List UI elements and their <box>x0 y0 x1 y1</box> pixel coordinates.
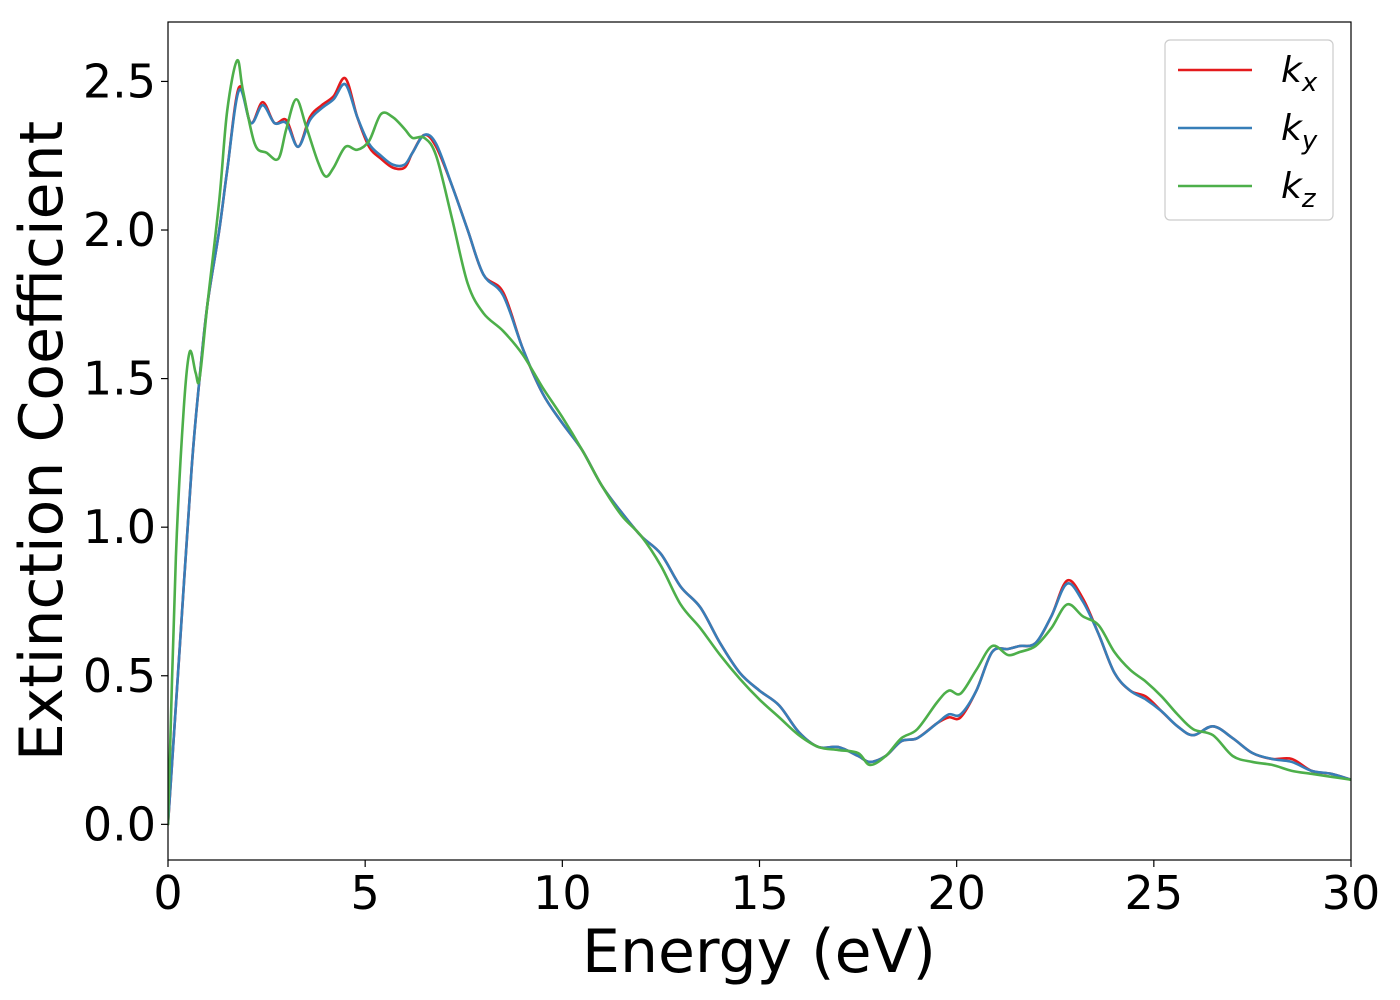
x-tick-label: 10 <box>533 866 592 920</box>
x-tick-label: 20 <box>927 866 986 920</box>
legend-label-x: kx <box>1281 50 1318 98</box>
x-tick-label: 25 <box>1125 866 1184 920</box>
x-tick-label: 30 <box>1322 866 1381 920</box>
x-tick-label: 5 <box>351 866 380 920</box>
y-axis: 0.0 0.5 1.0 1.5 2.0 2.5 <box>83 54 168 851</box>
y-tick-label: 1.5 <box>83 352 156 406</box>
legend-label-y: ky <box>1281 108 1318 156</box>
y-tick-label: 2.0 <box>83 203 156 257</box>
series-layer <box>168 59 1351 826</box>
y-tick-label: 0.5 <box>83 649 156 703</box>
x-tick-label: 0 <box>153 866 182 920</box>
series-line-z <box>168 59 1351 826</box>
x-tick-label: 15 <box>730 866 789 920</box>
x-axis-title: Energy (eV) <box>582 917 936 987</box>
y-tick-label: 1.0 <box>83 500 156 554</box>
legend-box <box>1164 39 1334 221</box>
x-axis: 0 5 10 15 20 25 30 <box>153 860 1380 920</box>
y-tick-label: 0.0 <box>83 797 156 851</box>
y-axis-title: Extinction Coefficient <box>7 121 77 761</box>
legend-label-z: kz <box>1281 166 1317 214</box>
y-tick-label: 2.5 <box>83 54 156 108</box>
legend: kx ky kz <box>1164 39 1334 221</box>
